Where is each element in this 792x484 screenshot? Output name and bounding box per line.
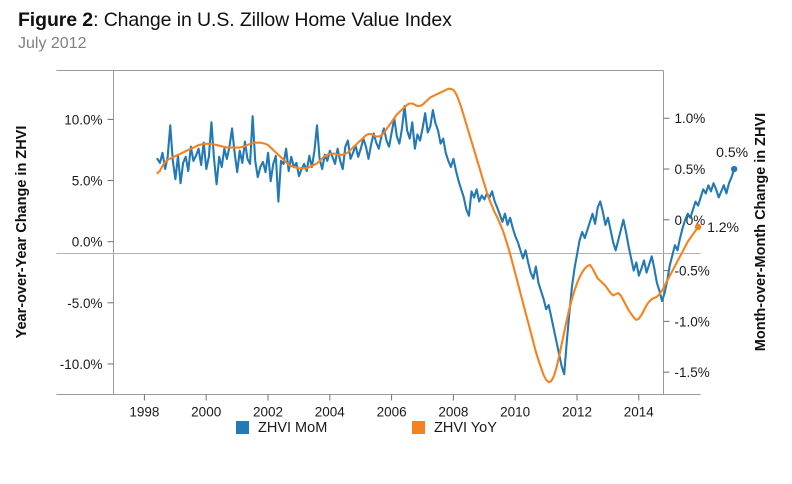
x-tick-label: 2014 <box>624 405 655 420</box>
page-title: Figure 2: Change in U.S. Zillow Home Val… <box>18 8 758 32</box>
y-tick-label-left: 5.0% <box>72 174 103 189</box>
x-tick-label: 2004 <box>315 405 346 420</box>
legend-swatch <box>236 421 249 434</box>
x-axis-ticks: 1998 2000 2002 2004 2006 2008 2010 2012 2014 <box>129 394 655 420</box>
y-tick-label-left: -5.0% <box>67 296 102 311</box>
legend-label[interactable]: ZHVI YoY <box>434 420 497 436</box>
y-tick-label-right: 0.5% <box>675 162 706 177</box>
data-point-label: 1.2% <box>707 219 739 235</box>
y-tick-label-left: 0.0% <box>72 235 103 250</box>
x-tick-label: 2012 <box>562 405 592 420</box>
y-tick-label-right: -1.5% <box>675 365 710 380</box>
y-axis-right-title: Month-over-Month Change in ZHVI <box>753 113 769 351</box>
x-tick-label: 2002 <box>253 405 283 420</box>
series-lines <box>156 87 738 384</box>
series-line-zhvi-yoy <box>156 87 700 384</box>
chart-area: 10.0% 5.0% 0.0% -5.0% -10.0% 1.0% 0.5% 0.0% -0.… <box>0 58 792 484</box>
x-tick-label: 2008 <box>438 405 468 420</box>
x-tick-label: 2006 <box>377 405 407 420</box>
figure-title-text: : Change in U.S. Zillow Home Value Index <box>93 9 452 31</box>
title-block: Figure 2: Change in U.S. Zillow Home Val… <box>18 8 758 54</box>
y-tick-label-left: 10.0% <box>64 112 102 127</box>
figure-number: Figure 2 <box>18 9 94 31</box>
y-axis-right-ticks: 1.0%0.5%0.0%-0.5%-1.0%-1.5% <box>663 111 710 380</box>
y-axis-left-ticks: 10.0% 5.0% 0.0% -5.0% -10.0% <box>60 112 114 372</box>
series-endpoint-marker <box>730 165 738 173</box>
series-line-zhvi-mom <box>156 105 736 376</box>
plot-frame <box>56 70 701 395</box>
x-tick-label: 2010 <box>500 405 530 420</box>
y-tick-label-right: -0.5% <box>675 264 710 279</box>
legend-label[interactable]: ZHVI MoM <box>258 420 327 436</box>
legend-swatch <box>412 421 425 434</box>
figure-subtitle: July 2012 <box>18 35 87 52</box>
zillow-home-value-chart: 10.0% 5.0% 0.0% -5.0% -10.0% 1.0% 0.5% 0.0% -0.… <box>14 70 769 436</box>
x-tick-label: 2000 <box>191 405 221 420</box>
y-axis-left-title: Year-over-Year Change in ZHVI <box>14 126 30 339</box>
chart-legend[interactable]: ZHVI MoM ZHVI YoY <box>236 420 497 436</box>
y-tick-label-right: 1.0% <box>675 111 706 126</box>
point-annotations: 0.5% 1.2% <box>707 144 748 235</box>
x-tick-label: 1998 <box>129 405 159 420</box>
y-tick-label-right: -1.0% <box>675 314 710 329</box>
series-endpoint-marker <box>694 223 702 231</box>
y-tick-label-left: -10.0% <box>60 357 103 372</box>
data-point-label: 0.5% <box>716 144 748 160</box>
